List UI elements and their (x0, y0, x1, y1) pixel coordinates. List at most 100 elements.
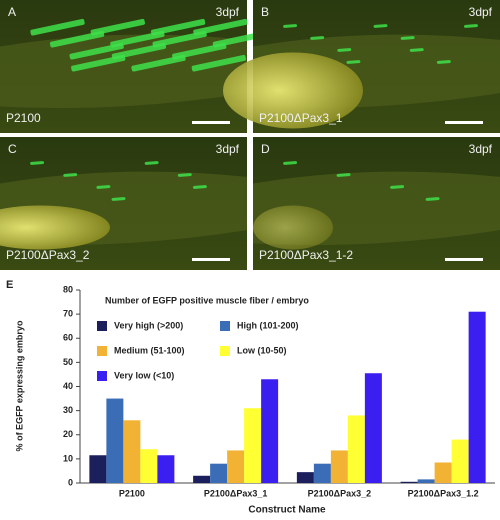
bar (227, 450, 245, 483)
x-tick-label: P2100ΔPax3_2 (308, 488, 372, 498)
legend-swatch (220, 321, 230, 331)
egfp-fiber (191, 54, 246, 72)
stage-label: 3dpf (469, 142, 493, 156)
bar (451, 439, 469, 483)
y-axis-label: % of EGFP expressing embryo (14, 320, 24, 451)
stage-label: 3dpf (216, 5, 240, 19)
y-tick-label: 30 (63, 405, 73, 415)
egfp-fiber (337, 48, 352, 52)
bar (313, 463, 331, 483)
egfp-fiber (373, 24, 388, 28)
egfp-fiber (30, 18, 85, 36)
egfp-fiber (336, 173, 351, 177)
y-tick-label: 10 (63, 453, 73, 463)
legend-title: Number of EGFP positive muscle fiber / e… (105, 295, 309, 305)
bar (417, 479, 435, 483)
egfp-fiber (400, 36, 415, 40)
stage-label: 3dpf (469, 5, 493, 19)
y-tick-label: 0 (68, 477, 73, 487)
panel-letter: B (261, 5, 269, 19)
bar (89, 455, 107, 483)
micrograph: B 3dpf P2100ΔPax3_1 (223, 0, 500, 133)
legend-label: High (101-200) (237, 320, 299, 330)
yolk (0, 205, 110, 250)
x-axis-label: Construct Name (248, 505, 326, 516)
bar (364, 373, 382, 483)
egfp-fiber (111, 42, 167, 60)
egfp-fiber (409, 48, 424, 52)
egfp-fiber (144, 161, 159, 165)
bar-chart: E % of EGFP expressing embryo Construct … (6, 279, 495, 516)
micrograph-panels: A 3dpf P2100 B 3dpf P2100ΔPax3_1 C 3dpf P2100ΔPa… (0, 0, 500, 270)
yolk (253, 205, 333, 250)
bar (140, 449, 158, 483)
y-tick-label: 50 (63, 357, 73, 367)
scale-bar (445, 258, 483, 261)
x-tick-label: P2100ΔPax3_1.2 (408, 488, 479, 498)
panel-letter: D (261, 142, 270, 156)
scale-bar (192, 121, 230, 124)
egfp-fiber (192, 185, 207, 189)
bar (210, 463, 228, 483)
construct-label: P2100ΔPax3_1-2 (259, 248, 353, 262)
egfp-fiber (177, 173, 192, 177)
egfp-fiber (346, 60, 361, 64)
x-tick-label: P2100ΔPax3_1 (204, 488, 268, 498)
legend-label: Low (10-50) (237, 345, 287, 355)
legend-swatch (220, 346, 230, 356)
egfp-fiber (436, 60, 451, 64)
bar (261, 379, 279, 483)
legend-label: Very low (<10) (114, 370, 174, 380)
egfp-fiber (150, 18, 206, 36)
scale-bar (445, 121, 483, 124)
bar (193, 475, 211, 483)
egfp-fiber (90, 18, 145, 36)
bar (347, 415, 365, 483)
legend-label: Medium (51-100) (114, 345, 185, 355)
bar (330, 450, 348, 483)
panel-letter: E (6, 279, 13, 291)
egfp-fiber (63, 173, 78, 177)
egfp-fiber (71, 54, 126, 72)
egfp-fiber (283, 161, 298, 165)
yolk (223, 52, 363, 129)
bar (296, 472, 314, 483)
egfp-fiber (96, 185, 111, 189)
egfp-fiber (69, 42, 124, 60)
y-tick-label: 20 (63, 429, 73, 439)
egfp-fiber (463, 24, 478, 28)
egfp-fiber (172, 42, 227, 60)
egfp-fiber (110, 30, 165, 48)
construct-label: P2100ΔPax3_1 (259, 111, 343, 125)
egfp-fiber (152, 30, 207, 48)
panel-letter: A (8, 5, 16, 19)
egfp-fiber (283, 24, 298, 28)
bar (123, 420, 141, 483)
bar (400, 481, 418, 483)
egfp-fiber (425, 197, 440, 201)
bar (157, 455, 175, 483)
bar (434, 462, 452, 483)
legend-swatch (97, 371, 107, 381)
legend-swatch (97, 321, 107, 331)
bar (106, 398, 124, 483)
construct-label: P2100ΔPax3_2 (6, 248, 90, 262)
egfp-fiber (30, 161, 45, 165)
y-tick-label: 70 (63, 309, 73, 319)
scale-bar (192, 258, 230, 261)
panel-letter: C (8, 142, 17, 156)
micrograph: D 3dpf P2100ΔPax3_1-2 (253, 137, 500, 270)
stage-label: 3dpf (216, 142, 240, 156)
y-tick-label: 40 (63, 381, 73, 391)
egfp-fiber (111, 197, 126, 201)
y-tick-label: 60 (63, 333, 73, 343)
bar (244, 408, 262, 483)
y-tick-label: 80 (63, 284, 73, 294)
egfp-fiber (131, 54, 186, 72)
x-tick-label: P2100 (119, 488, 145, 498)
egfp-fiber (310, 36, 325, 40)
egfp-fiber (49, 30, 105, 48)
legend-swatch (97, 346, 107, 356)
legend-label: Very high (>200) (114, 320, 183, 330)
